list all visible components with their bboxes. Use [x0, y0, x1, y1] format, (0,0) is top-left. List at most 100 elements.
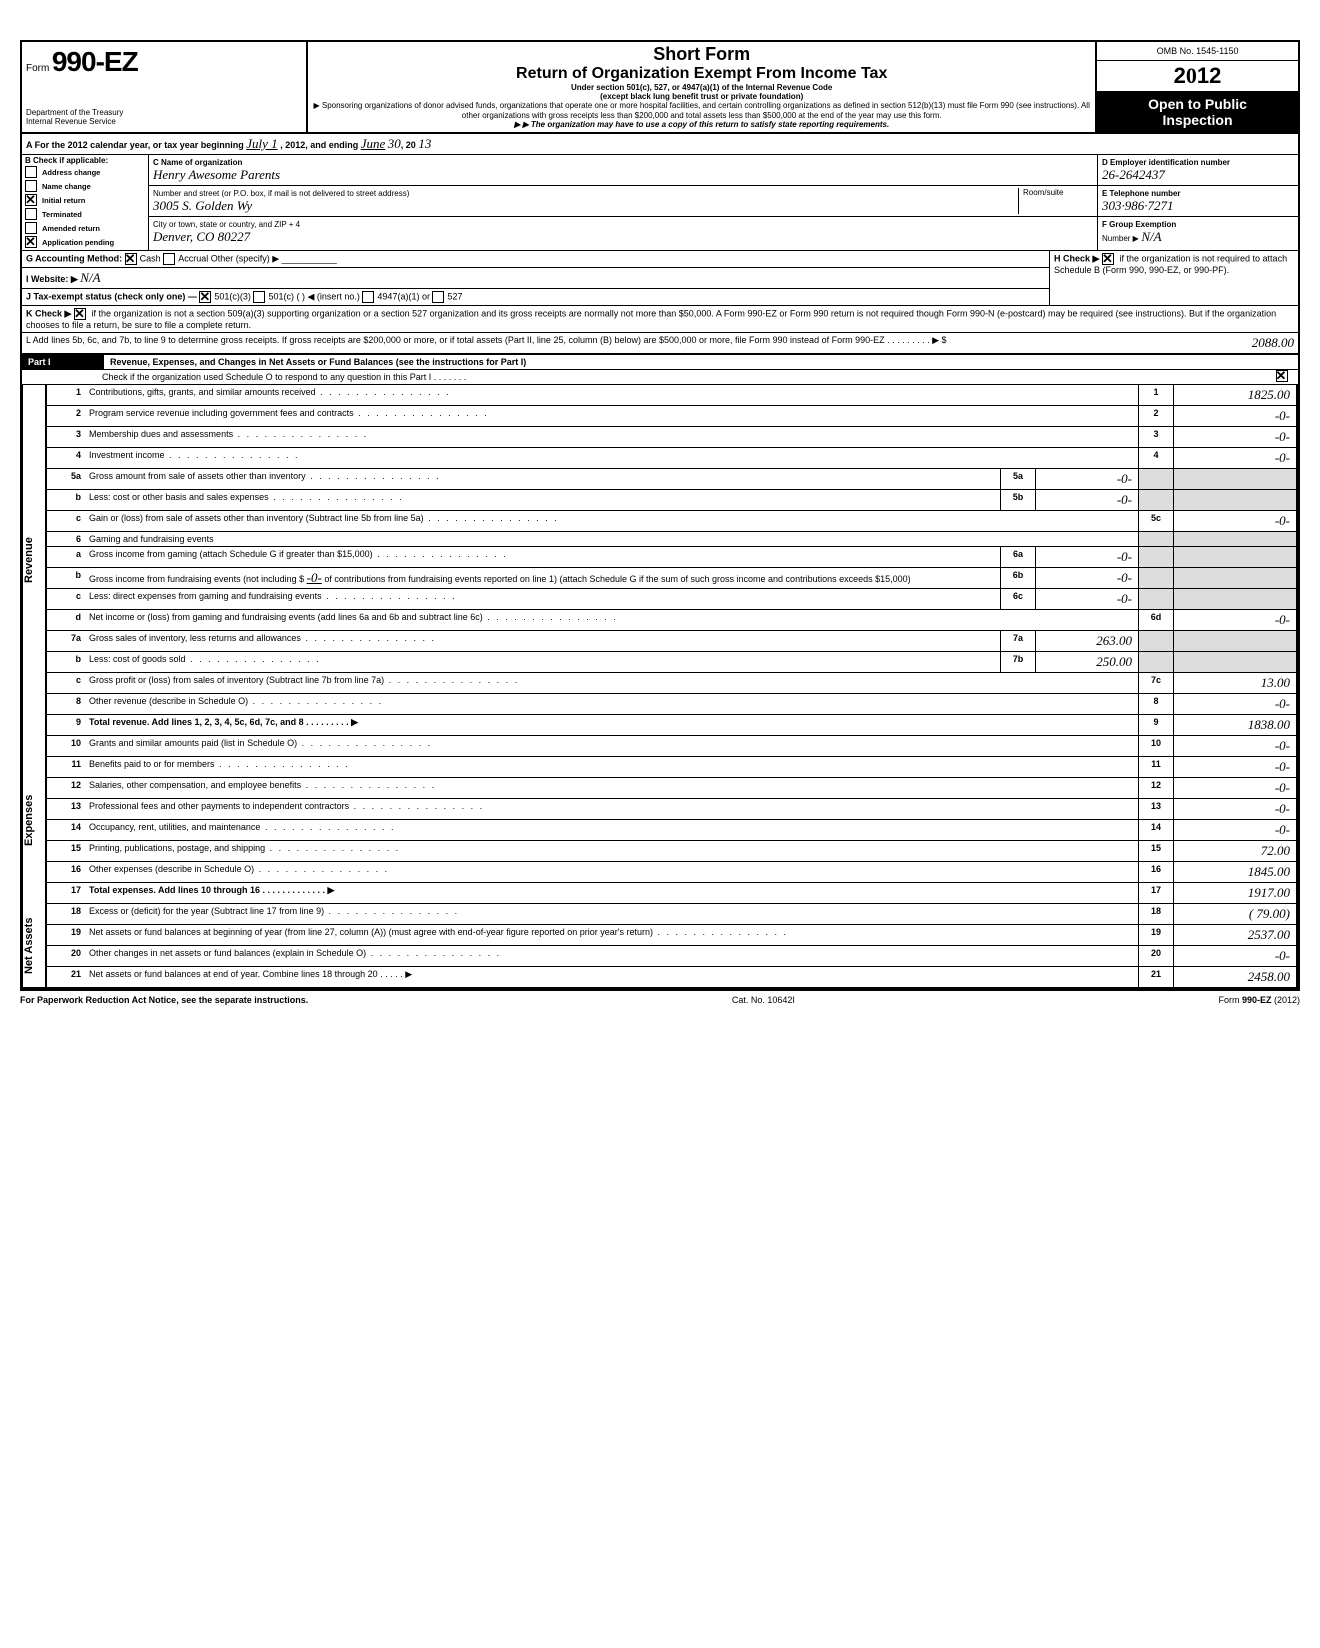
val-8[interactable]: -0-	[1173, 694, 1296, 714]
chk-cash[interactable]	[125, 253, 137, 265]
line-5c: cGain or (loss) from sale of assets othe…	[45, 511, 1298, 532]
val-13[interactable]: -0-	[1173, 799, 1296, 819]
chk-address[interactable]	[25, 166, 37, 178]
val-20[interactable]: -0-	[1173, 946, 1296, 966]
chk-terminated[interactable]	[25, 208, 37, 220]
sub2: (except black lung benefit trust or priv…	[312, 92, 1091, 101]
sub1: Under section 501(c), 527, or 4947(a)(1)…	[312, 83, 1091, 92]
street-addr[interactable]: 3005 S. Golden Wy	[153, 198, 252, 213]
chk-527[interactable]	[432, 291, 444, 303]
line-18: 18Excess or (deficit) for the year (Subt…	[45, 904, 1298, 925]
chk-k[interactable]	[74, 308, 86, 320]
val-2[interactable]: -0-	[1173, 406, 1296, 426]
h-block: H Check ▶ if the organization is not req…	[1049, 251, 1298, 305]
val-11[interactable]: -0-	[1173, 757, 1296, 777]
val-17[interactable]: 1917.00	[1173, 883, 1296, 903]
val-5b[interactable]: -0-	[1036, 490, 1138, 510]
val-3[interactable]: -0-	[1173, 427, 1296, 447]
org-name[interactable]: Henry Awesome Parents	[153, 167, 280, 182]
chk-501c[interactable]	[253, 291, 265, 303]
line-17: 17Total expenses. Add lines 10 through 1…	[45, 883, 1298, 904]
chk-amended[interactable]	[25, 222, 37, 234]
chk-h[interactable]	[1102, 253, 1114, 265]
omb-no: OMB No. 1545-1150	[1097, 42, 1298, 61]
line-L: L Add lines 5b, 6c, and 7b, to line 9 to…	[20, 333, 1300, 355]
side-expenses: Expenses	[22, 736, 45, 904]
l-val[interactable]: 2088.00	[1180, 333, 1298, 353]
val-6a[interactable]: -0-	[1036, 547, 1138, 567]
val-5c[interactable]: -0-	[1173, 511, 1296, 531]
j-label: J Tax-exempt status (check only one) —	[26, 291, 197, 301]
header-left: Form 990-EZ Department of the Treasury I…	[22, 42, 308, 132]
val-7a[interactable]: 263.00	[1036, 631, 1138, 651]
val-10[interactable]: -0-	[1173, 736, 1296, 756]
revenue-block: Revenue 1Contributions, gifts, grants, a…	[20, 385, 1300, 736]
k-label: K Check ▶	[26, 308, 71, 318]
end-day[interactable]: 30	[388, 136, 401, 151]
chk-sched-o[interactable]	[1276, 370, 1288, 382]
part1-label: Part I	[22, 355, 104, 369]
def-column: D Employer identification number26-26424…	[1097, 155, 1298, 250]
line-7c: cGross profit or (loss) from sales of in…	[45, 673, 1298, 694]
val-19[interactable]: 2537.00	[1173, 925, 1296, 945]
chk-4947[interactable]	[362, 291, 374, 303]
line-6b: bGross income from fundraising events (n…	[45, 568, 1298, 589]
line-11: 11Benefits paid to or for members11-0-	[45, 757, 1298, 778]
irs: Internal Revenue Service	[26, 117, 302, 126]
city-label: City or town, state or country, and ZIP …	[153, 220, 300, 229]
val-6c[interactable]: -0-	[1036, 589, 1138, 609]
copy-text: ▶ The organization may have to use a cop…	[312, 120, 1091, 129]
val-5a[interactable]: -0-	[1036, 469, 1138, 489]
line-7b: bLess: cost of goods sold7b250.00	[45, 652, 1298, 673]
header-middle: Short Form Return of Organization Exempt…	[308, 42, 1097, 132]
chk-accrual[interactable]	[163, 253, 175, 265]
line-6c: cLess: direct expenses from gaming and f…	[45, 589, 1298, 610]
bcdef-block: B Check if applicable: Address change Na…	[20, 155, 1300, 251]
begin-date[interactable]: July 1	[246, 136, 277, 151]
chk-name[interactable]	[25, 180, 37, 192]
check-o-text: Check if the organization used Schedule …	[102, 372, 431, 382]
val-9[interactable]: 1838.00	[1173, 715, 1296, 735]
line-6: 6Gaming and fundraising events	[45, 532, 1298, 547]
website[interactable]: N/A	[80, 270, 100, 285]
line-12: 12Salaries, other compensation, and empl…	[45, 778, 1298, 799]
val-6b[interactable]: -0-	[1036, 568, 1138, 588]
val-14[interactable]: -0-	[1173, 820, 1296, 840]
val-4[interactable]: -0-	[1173, 448, 1296, 468]
val-6d[interactable]: -0-	[1173, 610, 1296, 630]
header-right: OMB No. 1545-1150 20201212 Open to Publi…	[1097, 42, 1298, 132]
line-7a: 7aGross sales of inventory, less returns…	[45, 631, 1298, 652]
ein[interactable]: 26-2642437	[1102, 167, 1165, 182]
val-1[interactable]: 1825.00	[1173, 385, 1296, 405]
form-number: 990-EZ	[52, 46, 138, 77]
val-15[interactable]: 72.00	[1173, 841, 1296, 861]
chk-501c3[interactable]	[199, 291, 211, 303]
line-A: A For the 2012 calendar year, or tax yea…	[20, 134, 1300, 155]
chk-pending[interactable]	[25, 236, 37, 248]
return-title: Return of Organization Exempt From Incom…	[312, 65, 1091, 83]
other-specify: Other (specify) ▶	[211, 253, 279, 263]
form-header: Form 990-EZ Department of the Treasury I…	[20, 40, 1300, 134]
l-text: L Add lines 5b, 6c, and 7b, to line 9 to…	[26, 335, 885, 345]
end-month[interactable]: June	[361, 136, 386, 151]
open-public: Open to PublicInspection	[1097, 92, 1298, 132]
phone[interactable]: 303·986·7271	[1102, 198, 1174, 213]
addr-label: Number and street (or P.O. box, if mail …	[153, 189, 409, 198]
f-num-label: Number ▶	[1102, 234, 1139, 243]
val-7c[interactable]: 13.00	[1173, 673, 1296, 693]
end-yr[interactable]: 13	[418, 136, 431, 151]
city-val[interactable]: Denver, CO 80227	[153, 229, 250, 244]
d-label: D Employer identification number	[1102, 158, 1230, 167]
val-7b[interactable]: 250.00	[1036, 652, 1138, 672]
yr-prefix: , 20	[401, 140, 416, 150]
val-18[interactable]: ( 79.00)	[1173, 904, 1296, 924]
group-exempt[interactable]: N/A	[1141, 229, 1161, 244]
val-16[interactable]: 1845.00	[1173, 862, 1296, 882]
line-5a: 5aGross amount from sale of assets other…	[45, 469, 1298, 490]
val-12[interactable]: -0-	[1173, 778, 1296, 798]
sponsor-text: ▶ Sponsoring organizations of donor advi…	[312, 101, 1091, 119]
chk-initial[interactable]	[25, 194, 37, 206]
val-21[interactable]: 2458.00	[1173, 967, 1296, 987]
line-10: 10Grants and similar amounts paid (list …	[45, 736, 1298, 757]
part1-header: Part I Revenue, Expenses, and Changes in…	[20, 355, 1300, 370]
